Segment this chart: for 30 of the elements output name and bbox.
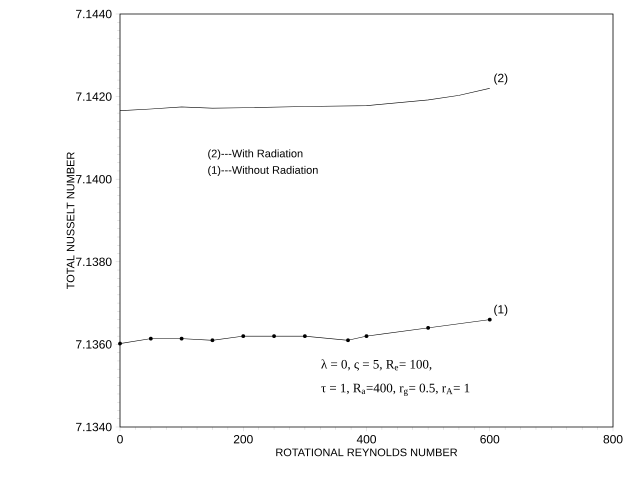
y-tick-label: 7.1380 [76, 258, 112, 266]
x-tick-label: 600 [480, 434, 500, 444]
point [241, 334, 246, 338]
annotation: (1)---Without Radiation [208, 166, 318, 176]
x-tick-label: 0 [117, 434, 123, 444]
point [118, 342, 122, 346]
point [148, 336, 153, 341]
point [210, 338, 214, 342]
point [364, 334, 368, 338]
series-label: (1) [494, 304, 508, 316]
point [488, 318, 492, 322]
x-tick-label: 800 [604, 434, 623, 444]
series-label: (2) [494, 73, 508, 85]
x-tick-label: 400 [356, 434, 376, 444]
annotation: λ = 0, ς = 5, R$_{e}$= 100, [321, 359, 432, 371]
point [426, 326, 430, 330]
x-tick-label: 200 [234, 434, 253, 444]
point [180, 336, 184, 341]
y-tick-label: 7.1400 [76, 174, 112, 184]
point [302, 334, 307, 338]
annotation: τ = 1, R$_{a}$=400, r$_{g}$= 0.5, r$_{A}$= 1 [321, 384, 470, 396]
y-tick-label: 7.1360 [76, 340, 112, 349]
y-axis-title: TOTAL NUSSELT NUMBER [66, 152, 74, 290]
y-tick-label: 7.1440 [76, 10, 112, 18]
point [346, 338, 350, 342]
x-axis-title: ROTATIONAL REYNOLDS NUMBER [276, 448, 458, 456]
y-tick-label: 7.1420 [76, 92, 112, 101]
annotation: (2)---With Radiation [208, 149, 302, 160]
point [272, 334, 276, 338]
y-tick-label: 7.1340 [76, 422, 112, 432]
